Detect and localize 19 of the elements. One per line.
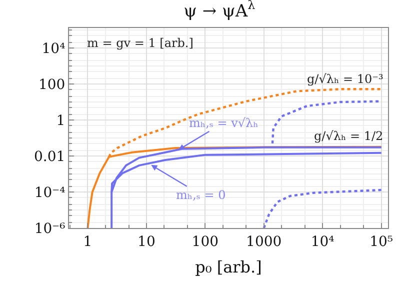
- x-axis-title: p₀ [arb.]: [195, 258, 262, 276]
- y-tick-label: 0.01: [34, 148, 66, 165]
- annotation: mₕ,ₛ = 0: [176, 188, 226, 202]
- annotation: mₕ,ₛ = v√λₕ: [189, 116, 258, 130]
- y-tick-label: 1: [56, 112, 66, 129]
- y-tick-label: 10⁴: [42, 40, 66, 57]
- x-tick-label: 1000: [246, 234, 282, 250]
- y-tick-label: 10⁻⁶: [34, 220, 66, 237]
- x-tick-label: 1: [83, 234, 92, 250]
- x-tick-label: 10⁵: [370, 234, 394, 250]
- y-tick-label: 10⁻⁴: [34, 184, 66, 201]
- x-tick-label: 100: [192, 234, 219, 250]
- chart-title: ψ → ψA$^{λ}$: [184, 0, 256, 22]
- x-tick-label: 10⁴: [310, 234, 335, 250]
- annotation: m = gv = 1 [arb.]: [87, 36, 194, 50]
- annotation: g/√λₕ = 1/2: [314, 129, 384, 143]
- x-tick-label: 10: [138, 234, 156, 250]
- annotation: g/√λₕ = 10⁻³: [307, 72, 384, 86]
- y-tick-label: 100: [38, 76, 66, 93]
